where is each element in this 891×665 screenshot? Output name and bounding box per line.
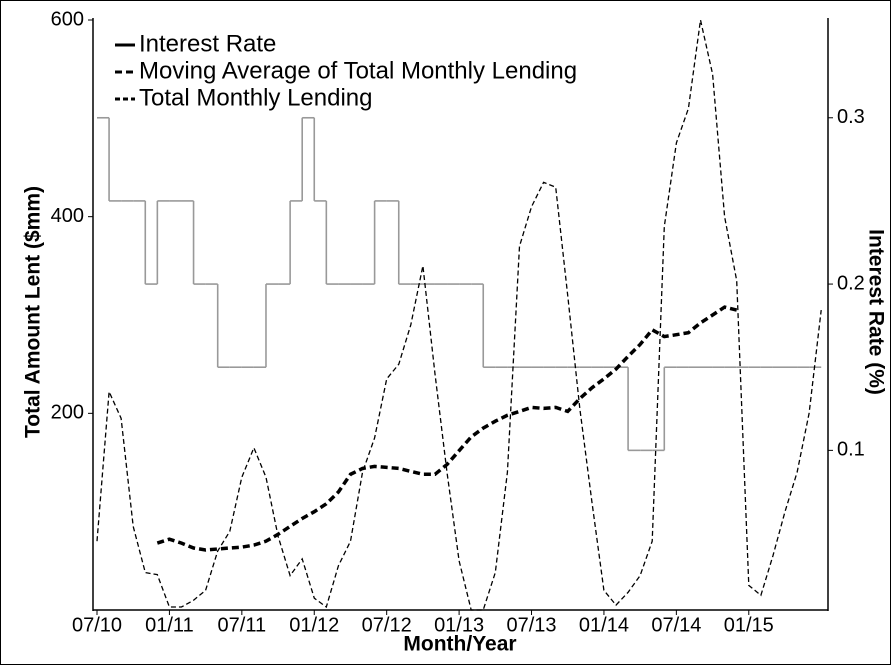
x-tick-label: 07/10 <box>72 614 122 636</box>
x-tick-label: 07/13 <box>506 614 556 636</box>
y2-axis-title: Interest Rate (%) <box>864 229 887 395</box>
x-tick-label: 07/12 <box>362 614 412 636</box>
legend-text: Interest Rate <box>139 30 276 57</box>
y-tick-label: 600 <box>51 8 84 30</box>
x-tick-label: 07/11 <box>218 614 267 636</box>
series-line <box>156 305 738 552</box>
y2-tick-label: 0.2 <box>837 272 865 294</box>
x-tick-label: 01/13 <box>434 614 484 636</box>
y-tick-label: 200 <box>51 402 84 424</box>
y-axis-title: Total Amount Lent ($mm) <box>22 186 45 438</box>
legend-text: Moving Average of Total Monthly Lending <box>139 57 577 84</box>
y2-tick-label: 0.1 <box>837 439 865 461</box>
legend-text: Total Monthly Lending <box>139 84 372 111</box>
x-tick-label: 01/12 <box>289 614 339 636</box>
y-tick-label: 400 <box>51 205 84 227</box>
y2-tick-label: 0.3 <box>837 106 865 128</box>
x-tick-label: 07/14 <box>651 614 701 636</box>
x-tick-label: 01/15 <box>724 614 774 636</box>
series-line <box>96 19 822 611</box>
x-tick-label: 01/14 <box>579 614 629 636</box>
x-axis-title: Month/Year <box>403 633 516 656</box>
x-tick-label: 01/11 <box>145 614 194 636</box>
